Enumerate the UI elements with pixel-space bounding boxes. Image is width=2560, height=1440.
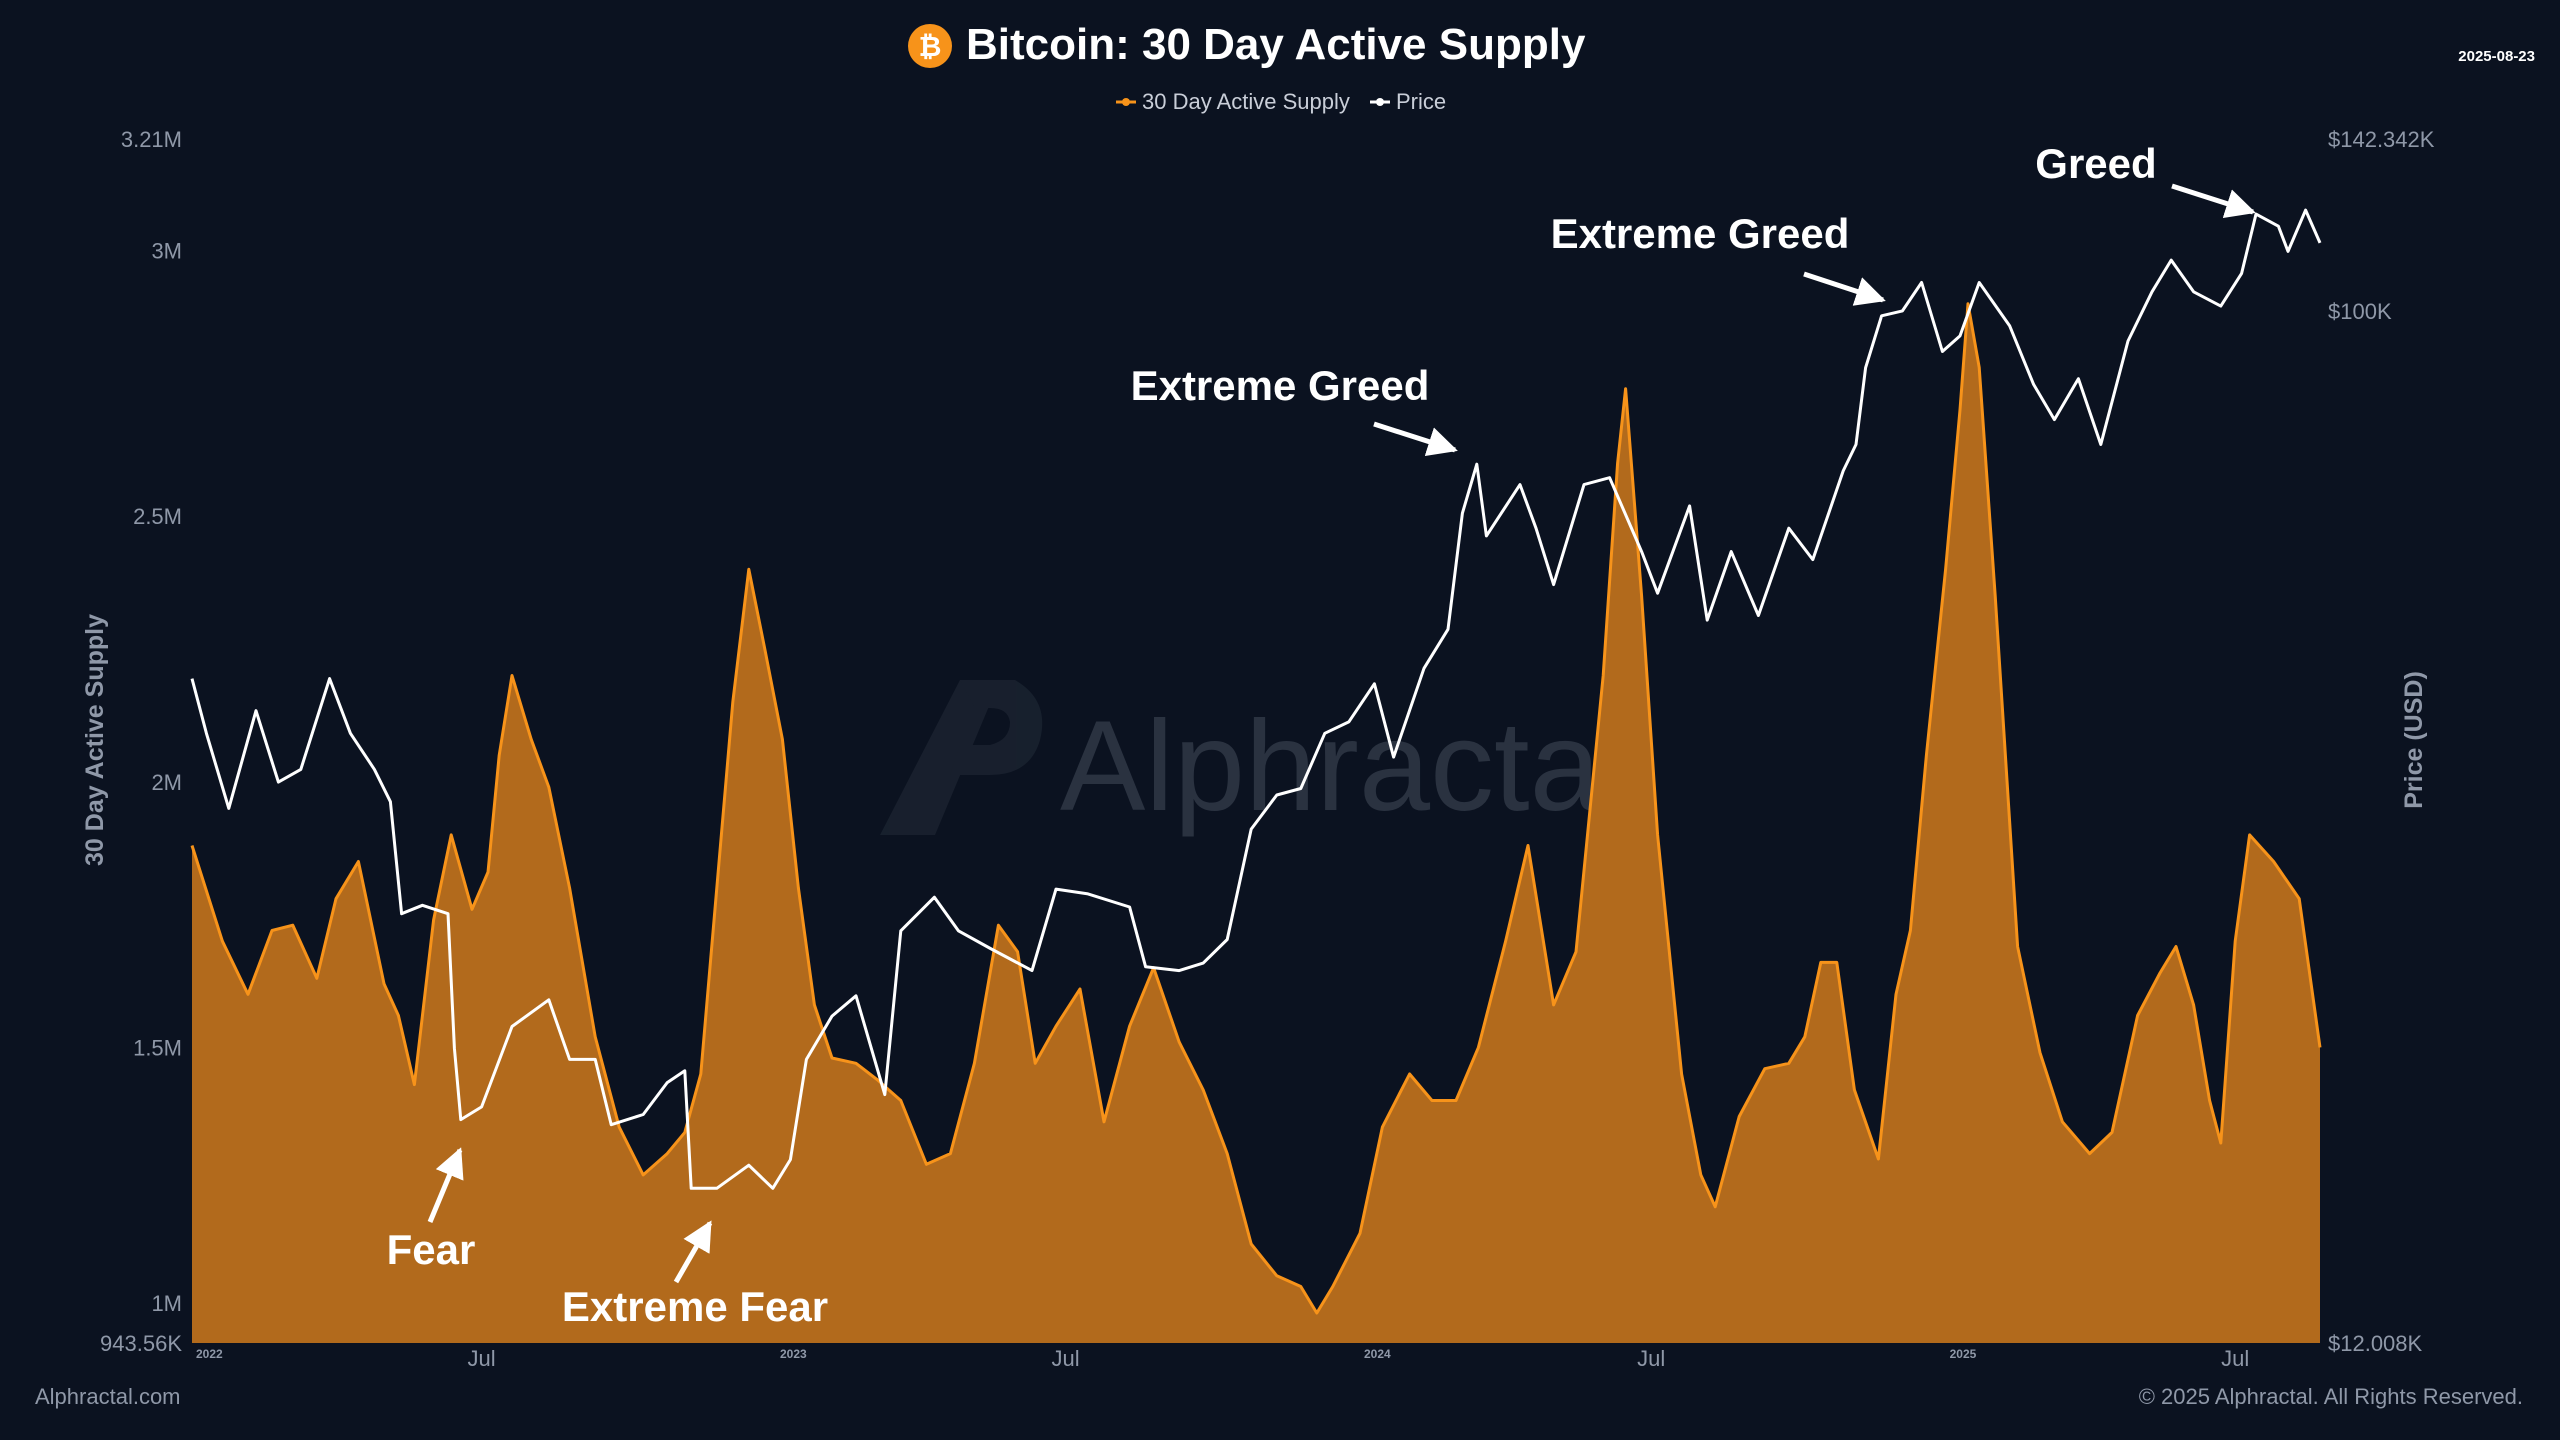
x-tick-label: Jul (468, 1346, 496, 1371)
annotation-greed: Greed (2035, 140, 2256, 219)
footer-copyright: © 2025 Alphractal. All Rights Reserved. (2139, 1384, 2523, 1409)
y-axis-left-label: 30 Day Active Supply (81, 614, 109, 866)
y2-tick-label: $100K (2328, 299, 2392, 324)
legend-label-supply: 30 Day Active Supply (1142, 89, 1350, 114)
annotation-extreme-greed-2024: Extreme Greed (1131, 362, 1458, 457)
watermark: Alphractal (880, 680, 1629, 838)
annotation-extreme-fear: Extreme Fear (562, 1220, 828, 1330)
x-tick-label: 2023 (780, 1347, 807, 1361)
x-tick-label: 2022 (196, 1347, 223, 1361)
chart-header: ₿ Bitcoin: 30 Day Active Supply 2025-08-… (908, 20, 2535, 69)
y2-tick-label: $142.342K (2328, 127, 2435, 152)
chart-title: Bitcoin: 30 Day Active Supply (966, 20, 1586, 69)
date-label: 2025-08-23 (2458, 48, 2535, 65)
y-tick-label: 3.21M (121, 127, 182, 152)
legend-item-price[interactable]: Price (1370, 89, 1446, 114)
legend: 30 Day Active Supply Price (1116, 89, 1446, 114)
y-tick-label: 2.5M (133, 504, 182, 529)
x-tick-label: 2024 (1364, 1347, 1391, 1361)
svg-text:₿: ₿ (919, 30, 942, 63)
watermark-text: Alphractal (1060, 695, 1629, 838)
annotation-extreme-greed-2025: Extreme Greed (1551, 210, 1886, 306)
x-tick-label: Jul (1052, 1346, 1080, 1371)
y-tick-label: 1.5M (133, 1035, 182, 1060)
annotation-fear: Fear (387, 1147, 476, 1273)
price-line (190, 208, 2322, 1190)
annotation-label: Extreme Fear (562, 1283, 828, 1330)
y2-tick-label: $12.008K (2328, 1331, 2423, 1356)
x-tick-label: 2025 (1950, 1347, 1977, 1361)
y-axis-right: $142.342K $100K $12.008K (2328, 127, 2435, 1356)
price-series (190, 208, 2322, 1190)
supply-series (190, 302, 2322, 1344)
annotation-label: Extreme Greed (1131, 362, 1430, 409)
y-tick-label: 2M (151, 770, 182, 795)
y-tick-label: 3M (151, 239, 182, 264)
annotation-label: Extreme Greed (1551, 210, 1850, 257)
watermark-logo-icon (880, 680, 1043, 835)
x-axis: 2022 Jul 2023 Jul 2024 Jul 2025 Jul (196, 1346, 2249, 1371)
bitcoin-icon: ₿ (908, 24, 952, 68)
supply-area (192, 303, 2320, 1344)
annotations: Fear Extreme Fear Extreme Greed Extreme … (387, 140, 2256, 1330)
x-tick-label: Jul (2221, 1346, 2249, 1371)
y-tick-label: 1M (151, 1291, 182, 1316)
footer-site: Alphractal.com (35, 1384, 181, 1409)
legend-label-price: Price (1396, 89, 1446, 114)
supply-line (190, 302, 2322, 1315)
annotation-label: Greed (2035, 140, 2156, 187)
y-tick-label: 943.56K (100, 1331, 182, 1356)
y-axis-left: 3.21M 3M 2.5M 2M 1.5M 1M 943.56K (100, 127, 182, 1356)
x-tick-label: Jul (1637, 1346, 1665, 1371)
y-axis-right-label: Price (USD) (2400, 671, 2428, 809)
legend-item-supply[interactable]: 30 Day Active Supply (1116, 89, 1350, 114)
annotation-label: Fear (387, 1226, 476, 1273)
